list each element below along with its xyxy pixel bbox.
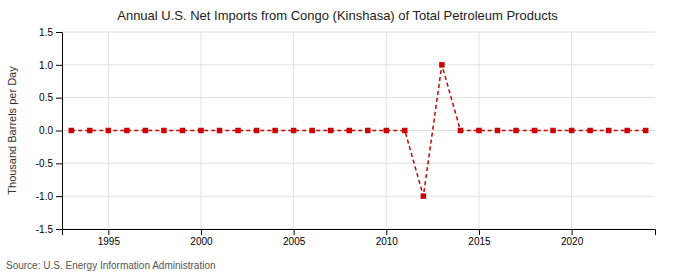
marker [328,128,333,133]
marker [198,128,203,133]
marker [643,128,648,133]
marker [69,128,74,133]
tick: -0.5 [36,158,62,169]
tick-label: -1.0 [36,191,54,202]
marker [180,128,185,133]
tick-label: 2000 [190,236,213,247]
tick-label: 1995 [98,236,121,247]
tick-mark [572,229,573,235]
marker [439,62,444,67]
tick-label: 2005 [283,236,306,247]
tick-mark [56,163,62,164]
tick-label: 0.0 [39,125,53,136]
grid-line [62,196,655,197]
marker [569,128,574,133]
tick-label: 2010 [376,236,399,247]
tick: 1.0 [39,60,62,71]
marker [458,128,463,133]
marker [235,128,240,133]
tick-label: -0.5 [36,158,54,169]
marker [87,128,92,133]
tick: 2010 [376,229,399,247]
tick-label: 1.5 [39,27,53,38]
marker [161,128,166,133]
series [69,62,649,199]
tick-label: 1.0 [39,60,53,71]
marker [606,128,611,133]
tick: 2005 [283,229,306,247]
tick-mark [201,229,202,235]
tick-mark [56,65,62,66]
tick: 1995 [98,229,121,247]
tick-mark [386,229,387,235]
title: Annual U.S. Net Imports from Congo (Kins… [117,8,558,23]
tick-label: -1.5 [36,224,54,235]
tick: 2020 [561,229,584,247]
grid-line [62,163,655,164]
marker [587,128,592,133]
marker [365,128,370,133]
tick-mark [294,229,295,235]
grid [62,32,655,229]
marker [309,128,314,133]
grid-line [62,97,655,98]
tick-label: 2015 [468,236,491,247]
line [71,65,645,196]
tick-mark [56,32,62,33]
marker [402,128,407,133]
tick-mark [56,98,62,99]
tick-mark [56,131,62,132]
tick-label: 2020 [561,236,584,247]
marker [624,128,629,133]
marker [421,193,426,198]
tick: -1.0 [36,191,62,202]
y-axis-title: Thousand Barrels per Day [6,66,18,195]
tick: 2000 [190,229,213,247]
source: Source: U.S. Energy Information Administ… [6,260,216,271]
marker [513,128,518,133]
grid-line [62,32,655,33]
marker [532,128,537,133]
tick-mark [56,229,62,230]
chart: 1995 2000 2005 2010 2015 2020 -1.5 -1.0 -0.5 0.0 0… [0,0,675,275]
marker [346,128,351,133]
tick: 0.5 [39,92,62,103]
tick: 0.0 [39,125,62,136]
marker [106,128,111,133]
tick-mark [108,229,109,235]
tick-label: 0.5 [39,92,53,103]
marker [550,128,555,133]
y-axis: -1.5 -1.0 -0.5 0.0 0.5 1.0 1.5 [36,27,63,235]
marker [217,128,222,133]
marker [124,128,129,133]
grid-line [62,64,655,65]
x-axis: 1995 2000 2005 2010 2015 2020 [63,229,656,247]
marker [291,128,296,133]
marker [254,128,259,133]
axis-line [56,33,63,230]
marker [495,128,500,133]
axis-line [63,230,656,236]
marker [476,128,481,133]
tick: 1.5 [39,27,62,38]
plot-area: 1995 2000 2005 2010 2015 2020 -1.5 -1.0 -0.5 0.0 0… [36,27,656,247]
marker [272,128,277,133]
tick-mark [479,229,480,235]
tick: -1.5 [36,224,62,235]
tick: 2015 [468,229,491,247]
marker [384,128,389,133]
tick-mark [56,196,62,197]
marker [143,128,148,133]
